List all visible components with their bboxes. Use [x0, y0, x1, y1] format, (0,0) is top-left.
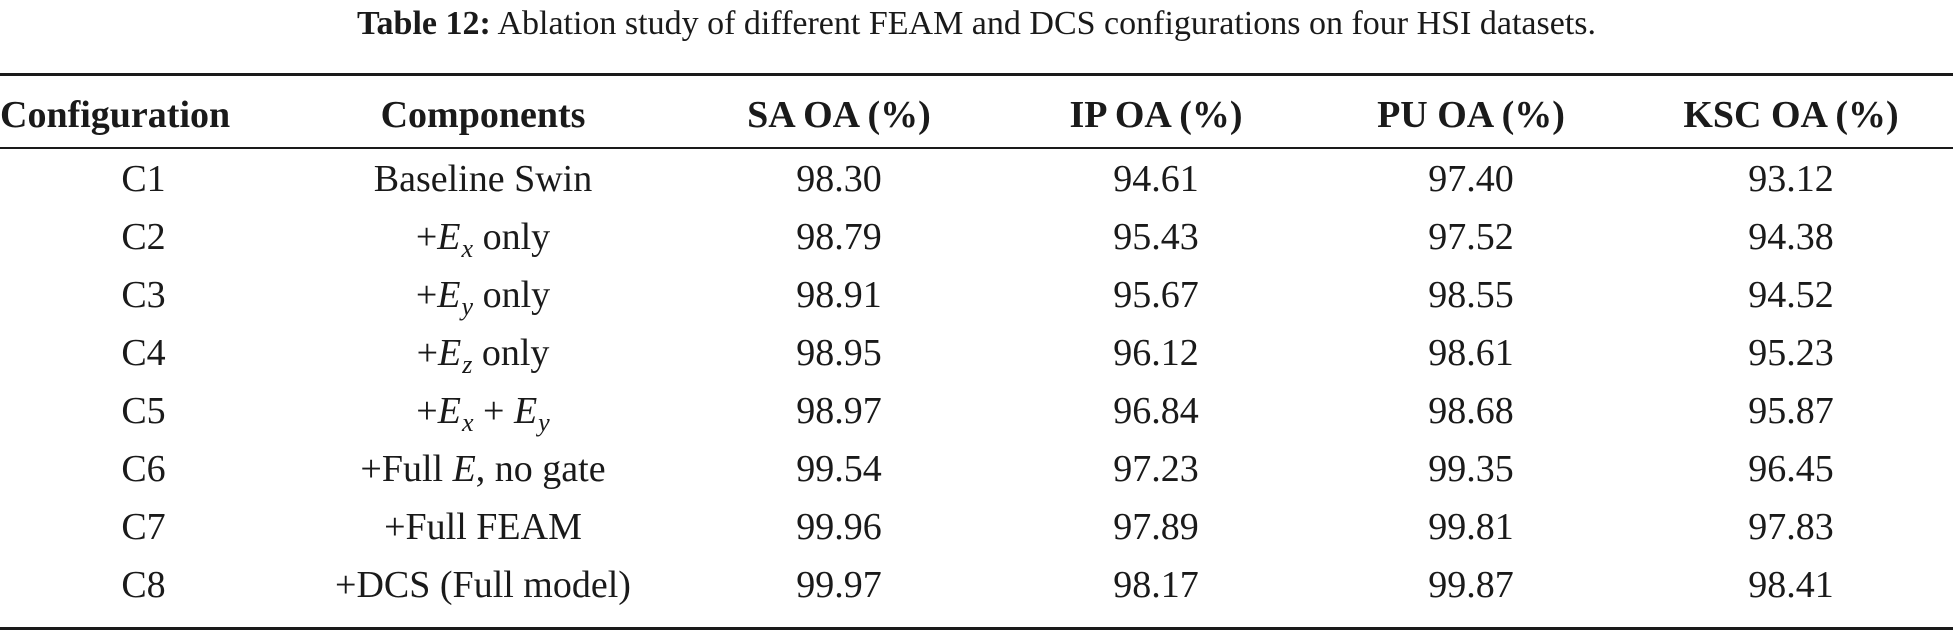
cell-sa-oa: 98.30 — [796, 158, 882, 200]
component-text: +DCS (Full model) — [335, 564, 631, 606]
table-row: C2 +Ex only 98.79 95.43 97.52 94.38 — [0, 208, 1953, 266]
cell-components: +Ey only — [287, 266, 679, 324]
cell-configuration: C6 — [121, 448, 166, 490]
cell-ip-oa: 94.61 — [1113, 158, 1199, 200]
table-row: C5 +Ex + Ey 98.97 96.84 98.68 95.87 — [0, 382, 1953, 440]
table-caption-label: Table 12: — [356, 5, 491, 42]
component-text: + — [415, 216, 438, 258]
component-text: only — [473, 216, 551, 258]
component-text: only — [472, 332, 550, 374]
table-row: C8 +DCS (Full model) 99.97 98.17 99.87 9… — [0, 556, 1953, 614]
cell-sa-oa: 99.54 — [796, 448, 882, 490]
cell-components: Baseline Swin — [287, 150, 679, 208]
header-ip-oa: IP OA (%) — [1069, 94, 1243, 136]
component-text: +Full — [360, 448, 453, 490]
component-symbol: E — [513, 390, 538, 432]
table-caption-text: Ablation study of different FEAM and DCS… — [497, 5, 1596, 42]
cell-sa-oa: 98.97 — [796, 390, 882, 432]
component-symbol: E — [437, 274, 461, 316]
table-caption: Table 12: Ablation study of different FE… — [0, 2, 1953, 46]
cell-components: +Full FEAM — [287, 498, 679, 556]
cell-pu-oa: 97.40 — [1428, 158, 1514, 200]
cell-pu-oa: 97.52 — [1428, 216, 1514, 258]
cell-ip-oa: 97.23 — [1113, 448, 1199, 490]
cell-ksc-oa: 97.83 — [1748, 506, 1834, 548]
cell-components: +Ez only — [287, 324, 679, 382]
table-top-rule — [0, 73, 1953, 76]
cell-ksc-oa: 98.41 — [1748, 564, 1834, 606]
cell-components: +Ex only — [287, 208, 679, 266]
cell-sa-oa: 98.95 — [796, 332, 882, 374]
cell-sa-oa: 98.79 — [796, 216, 882, 258]
table-row: C4 +Ez only 98.95 96.12 98.61 95.23 — [0, 324, 1953, 382]
component-text: + — [416, 332, 439, 374]
header-components: Components — [380, 94, 586, 136]
cell-sa-oa: 99.96 — [796, 506, 882, 548]
component-symbol: E — [438, 332, 462, 374]
cell-ksc-oa: 94.38 — [1748, 216, 1834, 258]
ablation-table: Configuration Components SA OA (%) IP OA… — [0, 86, 1953, 614]
table-row: C1 Baseline Swin 98.30 94.61 97.40 93.12 — [0, 150, 1953, 208]
component-symbol: E — [437, 390, 461, 432]
cell-ip-oa: 97.89 — [1113, 506, 1199, 548]
table-row: C3 +Ey only 98.91 95.67 98.55 94.52 — [0, 266, 1953, 324]
cell-pu-oa: 99.81 — [1428, 506, 1514, 548]
header-configuration: Configuration — [0, 94, 231, 136]
cell-configuration: C8 — [121, 564, 166, 606]
component-subscript: x — [461, 234, 474, 263]
component-symbol: E — [437, 216, 461, 258]
cell-ip-oa: 96.12 — [1113, 332, 1199, 374]
cell-pu-oa: 98.61 — [1428, 332, 1514, 374]
cell-sa-oa: 98.91 — [796, 274, 882, 316]
component-text: + — [473, 390, 514, 432]
component-subscript: z — [462, 350, 473, 379]
cell-pu-oa: 99.35 — [1428, 448, 1514, 490]
header-sa-oa: SA OA (%) — [747, 94, 931, 136]
component-subscript: y — [538, 408, 550, 437]
component-text: + — [415, 274, 438, 316]
cell-components: +Ex + Ey — [287, 382, 679, 440]
cell-pu-oa: 98.55 — [1428, 274, 1514, 316]
cell-ksc-oa: 95.87 — [1748, 390, 1834, 432]
component-text: +Full FEAM — [384, 506, 582, 548]
component-subscript: x — [461, 408, 474, 437]
cell-ip-oa: 95.67 — [1113, 274, 1199, 316]
component-text: Baseline Swin — [373, 158, 593, 200]
cell-configuration: C2 — [121, 216, 166, 258]
component-text: only — [473, 274, 551, 316]
cell-sa-oa: 99.97 — [796, 564, 882, 606]
cell-components: +Full E, no gate — [287, 440, 679, 498]
cell-configuration: C7 — [121, 506, 166, 548]
header-ksc-oa: KSC OA (%) — [1683, 94, 1899, 136]
cell-configuration: C1 — [121, 158, 166, 200]
cell-pu-oa: 99.87 — [1428, 564, 1514, 606]
cell-configuration: C3 — [121, 274, 166, 316]
cell-pu-oa: 98.68 — [1428, 390, 1514, 432]
header-row: Configuration Components SA OA (%) IP OA… — [0, 86, 1953, 144]
cell-components: +DCS (Full model) — [287, 556, 679, 614]
table-row: C6 +Full E, no gate 99.54 97.23 99.35 96… — [0, 440, 1953, 498]
component-text: + — [416, 390, 438, 432]
component-subscript: y — [461, 292, 474, 321]
table-bottom-rule — [0, 627, 1953, 630]
cell-ksc-oa: 96.45 — [1748, 448, 1834, 490]
cell-ip-oa: 96.84 — [1113, 390, 1199, 432]
header-pu-oa: PU OA (%) — [1377, 94, 1565, 136]
cell-ip-oa: 98.17 — [1113, 564, 1199, 606]
component-text: , no gate — [475, 448, 606, 490]
cell-ksc-oa: 93.12 — [1748, 158, 1834, 200]
table-header-rule — [0, 147, 1953, 149]
component-symbol: E — [452, 448, 476, 490]
cell-ip-oa: 95.43 — [1113, 216, 1199, 258]
cell-ksc-oa: 95.23 — [1748, 332, 1834, 374]
cell-configuration: C4 — [121, 332, 166, 374]
cell-ksc-oa: 94.52 — [1748, 274, 1834, 316]
cell-configuration: C5 — [121, 390, 166, 432]
table-row: C7 +Full FEAM 99.96 97.89 99.81 97.83 — [0, 498, 1953, 556]
